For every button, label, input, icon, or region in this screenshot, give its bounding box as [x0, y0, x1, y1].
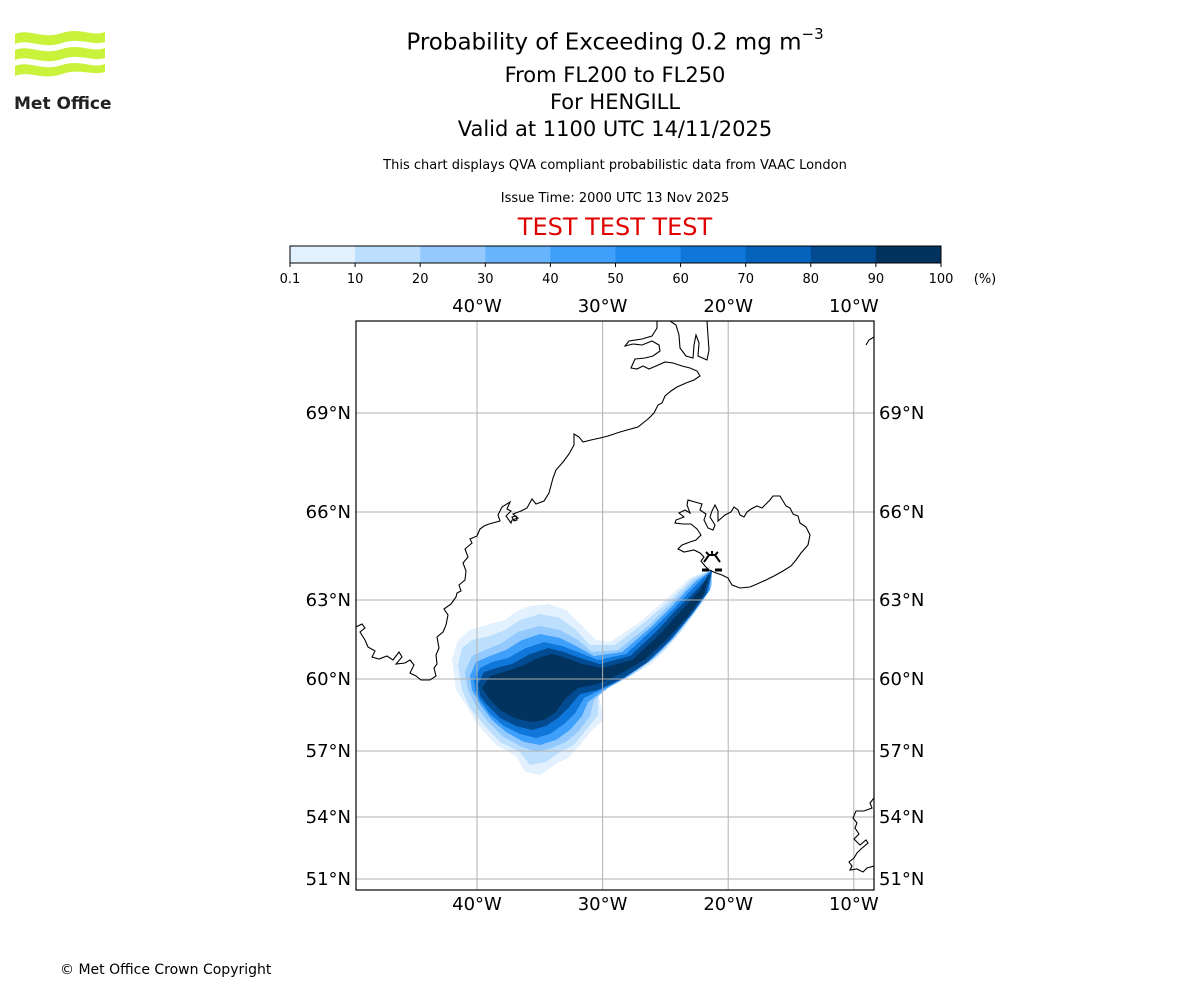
- colorbar-tick-label: 100: [929, 272, 954, 287]
- map-frame: [355, 320, 875, 891]
- colorbar-segment: [810, 246, 877, 263]
- colorbar-tick-label: 80: [803, 272, 820, 287]
- lat-tick-label-right: 51°N: [879, 869, 924, 890]
- colorbar-unit-label: (%): [974, 272, 997, 287]
- colorbar: 0.1 10 20 30 40 50 60 70 80 90 100 (%): [280, 245, 997, 287]
- lat-tick-label-left: 51°N: [306, 869, 351, 890]
- lon-tick-label-bottom: 40°W: [452, 894, 502, 915]
- lon-tick-label-top: 40°W: [452, 296, 502, 317]
- volcano-name: For HENGILL: [549, 90, 681, 114]
- colorbar-segment: [550, 246, 616, 263]
- colorbar-segment: [615, 246, 682, 263]
- lat-tick-label-right: 57°N: [879, 741, 924, 762]
- lon-tick-label-bottom: 10°W: [829, 894, 879, 915]
- colorbar-segment: [875, 246, 942, 263]
- lat-tick-label-right: 60°N: [879, 669, 924, 690]
- colorbar-tick-label: 20: [412, 272, 429, 287]
- level-range: From FL200 to FL250: [504, 63, 726, 87]
- lat-tick-label-right: 54°N: [879, 807, 924, 828]
- colorbar-tick-label: 0.1: [280, 272, 301, 287]
- lat-tick-label-right: 69°N: [879, 403, 924, 424]
- chart-subtitle: This chart displays QVA compliant probab…: [383, 158, 847, 173]
- title-superscript: −3: [801, 25, 824, 43]
- lon-tick-label-top: 20°W: [703, 296, 753, 317]
- coastline-greenland: [356, 321, 701, 681]
- plume-band-6: [482, 572, 710, 722]
- valid-time: Valid at 1100 UTC 14/11/2025: [457, 117, 773, 141]
- graticule: [356, 321, 874, 890]
- coastlines: [356, 321, 874, 873]
- colorbar-tick-label: 50: [607, 272, 624, 287]
- lat-tick-label-right: 63°N: [879, 590, 924, 611]
- logo-text: Met Office: [14, 94, 112, 112]
- lon-tick-label-bottom: 20°W: [703, 894, 753, 915]
- coastline-northeast: [865, 336, 874, 346]
- colorbar-tick-label: 40: [542, 272, 559, 287]
- colorbar-segment: [485, 246, 551, 263]
- lat-tick-label-left: 57°N: [306, 741, 351, 762]
- coastline-greenland-peninsula: [669, 321, 710, 361]
- met-office-waves-icon: Met Office: [14, 31, 112, 114]
- lat-tick-label-left: 69°N: [306, 403, 351, 424]
- test-banner: TEST TEST TEST: [517, 213, 713, 241]
- coastline-ireland: [848, 797, 874, 873]
- lon-tick-label-bottom: 30°W: [578, 894, 628, 915]
- colorbar-segment: [420, 246, 486, 263]
- volcano-icon: [702, 551, 722, 572]
- colorbar-segment: [680, 246, 747, 263]
- colorbar-segment: [745, 246, 812, 263]
- colorbar-segment: [355, 246, 421, 263]
- title-main: Probability of Exceeding 0.2 mg m: [406, 29, 802, 56]
- copyright-notice: © Met Office Crown Copyright: [60, 962, 272, 978]
- map: 40°W 30°W 20°W 10°W 40°W 30°W 20°W 10°W 69°N 66°N…: [306, 296, 925, 915]
- lat-tick-label-right: 66°N: [879, 502, 924, 523]
- ash-plume: [452, 568, 712, 775]
- lon-tick-label-top: 10°W: [829, 296, 879, 317]
- lon-tick-label-top: 30°W: [578, 296, 628, 317]
- map-background: [356, 321, 874, 890]
- axis-labels: 40°W 30°W 20°W 10°W 40°W 30°W 20°W 10°W 69°N 66°N…: [306, 296, 925, 915]
- colorbar-tick-label: 90: [868, 272, 885, 287]
- lat-tick-label-left: 66°N: [306, 502, 351, 523]
- colorbar-segment: [290, 246, 356, 263]
- colorbar-tick-label: 70: [737, 272, 754, 287]
- colorbar-tick-label: 30: [477, 272, 494, 287]
- issue-time: Issue Time: 2000 UTC 13 Nov 2025: [500, 191, 730, 206]
- lat-tick-label-left: 60°N: [306, 669, 351, 690]
- colorbar-tick-label: 10: [347, 272, 364, 287]
- colorbar-tick-label: 60: [672, 272, 689, 287]
- met-office-logo: Met Office: [12, 28, 112, 114]
- coastline-greenland-island: [511, 515, 518, 522]
- chart-title: Probability of Exceeding 0.2 mg m−3: [0, 25, 1200, 56]
- lat-tick-label-left: 63°N: [306, 590, 351, 611]
- lat-tick-label-left: 54°N: [306, 807, 351, 828]
- coastline-iceland: [674, 495, 811, 589]
